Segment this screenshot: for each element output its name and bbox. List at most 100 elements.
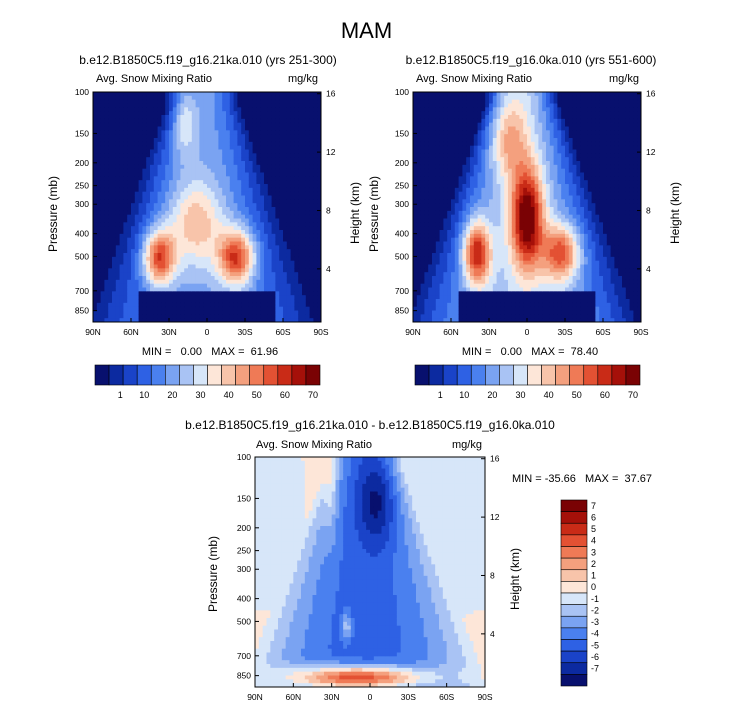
panel-3-colorbar-label: 7 <box>591 501 596 511</box>
panel-2-colorbar-box <box>456 364 472 386</box>
panel-2-ytick-right-label: 16 <box>646 89 656 99</box>
panel-2-xtick-label: 60S <box>595 327 610 337</box>
panel-3-colorbar-box <box>560 557 588 571</box>
panel-1-ytick-label: 100 <box>75 87 89 97</box>
panel-3-xtick-label: 30N <box>324 692 340 702</box>
panel-1-xtick-label: 90N <box>85 327 101 337</box>
panel-1-colorbar-box <box>179 364 194 386</box>
panel-3-min-max: MIN = -35.66 MAX = 37.67 <box>512 473 653 485</box>
panel-3-colorbar-label: 1 <box>591 571 596 581</box>
panel-2-colorbar-label: 10 <box>459 390 469 400</box>
panel-2-colorbar-box <box>499 364 514 386</box>
panel-1-ytick-label: 300 <box>75 199 89 209</box>
panel-3-ylabel-right: Height (km) <box>508 547 522 610</box>
panel-2-colorbar-label: 40 <box>544 390 554 400</box>
panel-2-colorbar-box <box>414 364 430 386</box>
panel-1-colorbar-box <box>249 364 265 386</box>
panel-3-xtick-label: 0 <box>368 692 373 702</box>
panel-1-xtick-label: 90S <box>313 327 328 337</box>
panel-2-colorbar-box <box>625 364 641 386</box>
panel-3-colorbar-label: 2 <box>591 559 596 569</box>
panel-2-ytick-label: 100 <box>395 87 409 97</box>
panel-3-colorbar-label: 0 <box>591 582 596 592</box>
panel-2-xtick-label: 90N <box>405 327 421 337</box>
panel-3-ytick-right-label: 12 <box>490 512 500 522</box>
panel-3-colorbar-box <box>560 511 588 524</box>
panel-2-ytick-label: 300 <box>395 199 409 209</box>
panel-2-colorbar-label: 70 <box>628 390 638 400</box>
panel-3-colorbar-box <box>560 581 588 594</box>
panel-1-colorbar-box <box>291 364 307 386</box>
panel-2-colorbar-box <box>513 364 528 386</box>
panel-2-colorbar-label: 1 <box>438 390 443 400</box>
panel-3-colorbar-label: -1 <box>591 594 599 604</box>
panel-2-ytick-right-label: 8 <box>646 205 651 215</box>
panel-1-colorbar-box <box>122 364 138 386</box>
panel-3-units-label: mg/kg <box>452 439 482 451</box>
panel-1-colorbar-label: 70 <box>308 390 318 400</box>
panel-3-colorbar-box <box>560 499 588 512</box>
panel-3-colorbar-box <box>560 604 588 617</box>
panel-3-colorbar-box <box>560 650 588 664</box>
panel-2-ytick-label: 700 <box>395 286 409 296</box>
panel-3-ylabel: Pressure (mb) <box>206 535 220 612</box>
panel-3-ytick-right-label: 4 <box>490 629 495 639</box>
panel-2-ytick-label: 850 <box>395 306 409 316</box>
panel-2-colorbar-box <box>470 364 486 386</box>
panel-2-colorbar-box <box>597 364 613 386</box>
panel-2-colorbar-box <box>611 364 627 386</box>
panel-3-colorbar-box <box>560 534 588 547</box>
panel-2-xtick-label: 60N <box>443 327 459 337</box>
panel-3-ytick-label: 850 <box>237 671 251 681</box>
panel-3-colorbar-box <box>560 569 588 582</box>
panel-3-ytick-label: 100 <box>237 452 251 462</box>
panel-3-title: b.e12.B1850C5.f19_g16.21ka.010 - b.e12.B… <box>185 418 555 432</box>
panel-1-colorbar-label: 30 <box>195 390 205 400</box>
panel-2-field <box>413 92 642 323</box>
panel-3-colorbar-box <box>560 615 588 629</box>
panel-2-colorbar-box <box>569 364 585 386</box>
panel-1-colorbar-box <box>277 364 293 386</box>
panel-2-variable-label: Avg. Snow Mixing Ratio <box>416 73 532 85</box>
panel-1-xtick-label: 60S <box>275 327 290 337</box>
panel-3-colorbar-label: -7 <box>591 664 599 674</box>
panel-3-xtick-label: 90N <box>247 692 263 702</box>
figure-title: MAM <box>340 18 393 43</box>
panel-1-xtick-label: 30N <box>161 327 177 337</box>
panel-3-colorbar-label: -2 <box>591 605 599 615</box>
panel-3-field <box>255 457 486 688</box>
panel-1-colorbar-box <box>136 364 152 386</box>
panel-1-colorbar-box <box>263 364 279 386</box>
panel-3-colorbar-box <box>560 674 588 687</box>
panel-2-ylabel-right: Height (km) <box>668 181 682 244</box>
panel-1-colorbar-label: 10 <box>139 390 149 400</box>
panel-3-colorbar-box <box>560 546 588 559</box>
panel-1-field <box>93 92 322 323</box>
panel-1-colorbar-label: 50 <box>252 390 262 400</box>
panel-2-colorbar-box <box>555 364 570 386</box>
panel-3-colorbar-label: 6 <box>591 512 596 522</box>
panel-1-colorbar-box <box>221 364 236 386</box>
panel-2-ytick-label: 150 <box>395 128 409 138</box>
panel-2-xtick-label: 30N <box>481 327 497 337</box>
panel-3-colorbar-label: 5 <box>591 524 596 534</box>
panel-2-ylabel: Pressure (mb) <box>367 175 381 252</box>
panel-1-colorbar-box <box>165 364 180 386</box>
panel-2-ytick-label: 250 <box>395 181 409 191</box>
panel-1-ytick-label: 200 <box>75 158 89 168</box>
panel-1-colorbar-box <box>94 364 110 386</box>
panel-1-colorbar-label: 60 <box>280 390 290 400</box>
panel-3-colorbar-label: -4 <box>591 629 599 639</box>
panel-1-variable-label: Avg. Snow Mixing Ratio <box>96 73 212 85</box>
panel-2-ytick-label: 200 <box>395 158 409 168</box>
panel-2-colorbar-label: 20 <box>487 390 497 400</box>
panel-3-colorbar-box <box>560 627 588 640</box>
panel-2-ytick-label: 500 <box>395 251 409 261</box>
panel-2-min-max: MIN = 0.00 MAX = 78.40 <box>461 346 599 358</box>
panel-1-ytick-label: 850 <box>75 306 89 316</box>
panel-3-xtick-label: 30S <box>401 692 416 702</box>
panel-1-colorbar-label: 40 <box>224 390 234 400</box>
panel-2-colorbar-box <box>442 364 458 386</box>
panel-2-ytick-right-label: 4 <box>646 264 651 274</box>
